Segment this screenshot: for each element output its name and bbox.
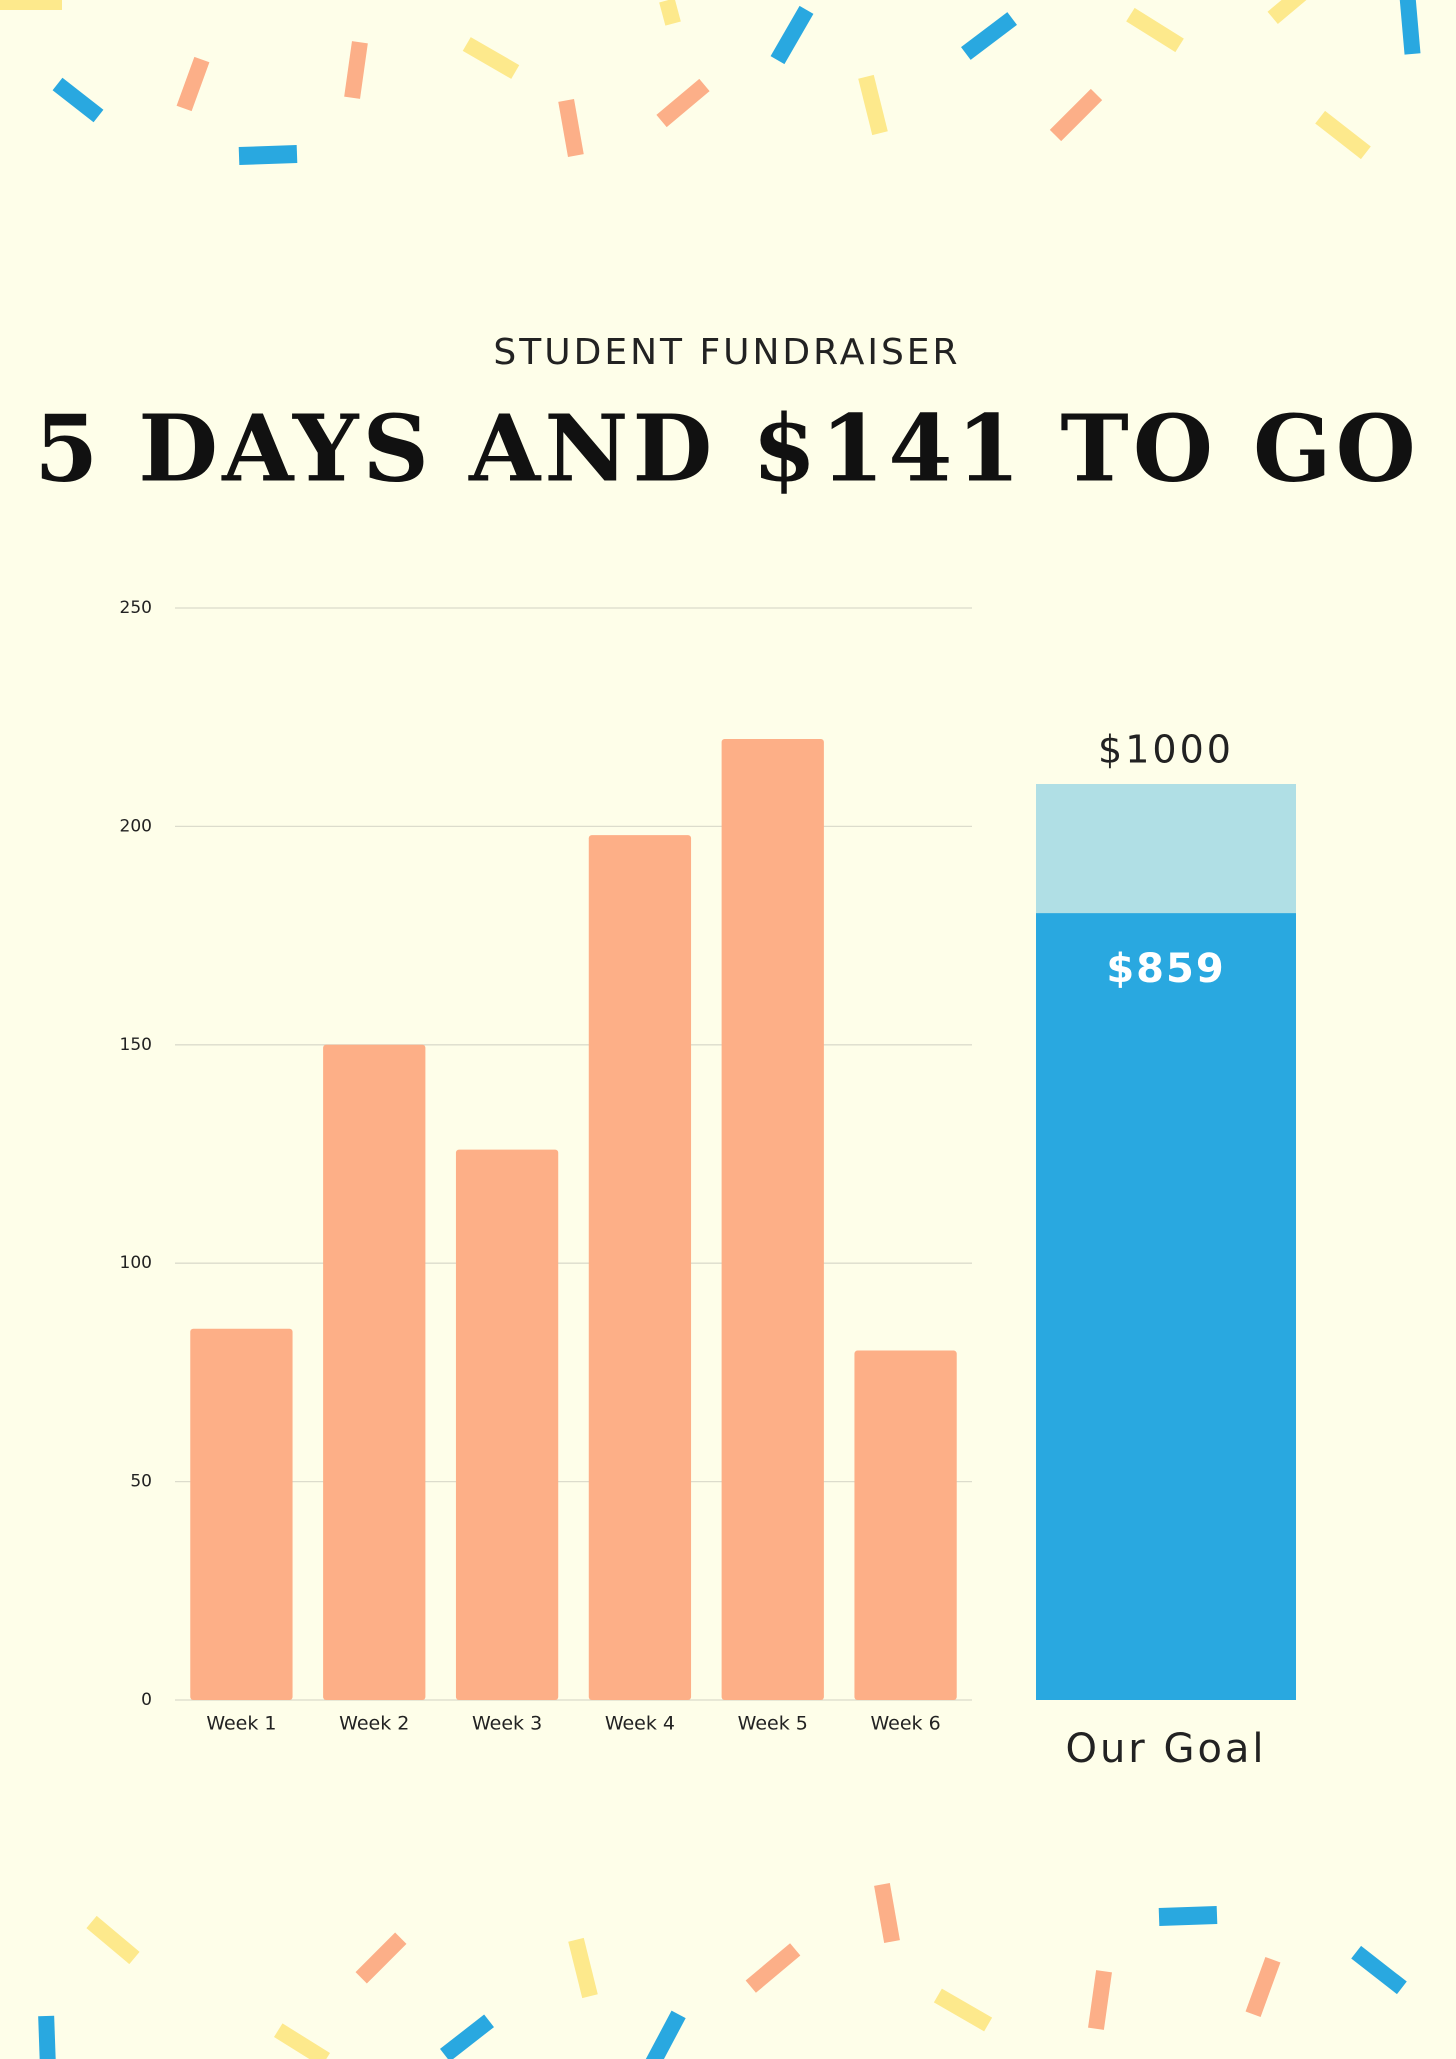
confetti — [1315, 110, 1371, 160]
subtitle: STUDENT FUNDRAISER — [493, 332, 960, 373]
x-tick-label: Week 3 — [472, 1713, 542, 1735]
confetti — [86, 1915, 140, 1965]
confetti — [462, 37, 520, 79]
bar — [190, 1328, 293, 1700]
confetti — [440, 2014, 494, 2059]
confetti — [1351, 1945, 1407, 1995]
goal-label: $1000 — [1098, 728, 1234, 772]
confetti-top — [0, 0, 1421, 166]
confetti — [0, 0, 62, 10]
confetti — [1245, 1957, 1281, 2017]
x-tick-label: Week 2 — [339, 1713, 409, 1735]
confetti — [659, 0, 681, 26]
raised-bar — [1036, 913, 1296, 1700]
confetti — [38, 2015, 56, 2059]
confetti — [344, 41, 368, 99]
confetti — [1267, 0, 1309, 24]
confetti — [874, 1883, 900, 1943]
y-tick-label: 200 — [120, 816, 152, 836]
bar — [721, 739, 824, 1700]
x-tick-label: Week 1 — [206, 1713, 276, 1735]
confetti — [238, 144, 298, 166]
x-tick-label: Week 4 — [605, 1713, 675, 1735]
raised-label: $859 — [1106, 946, 1225, 992]
bar — [854, 1350, 957, 1700]
bar — [455, 1149, 559, 1700]
confetti — [858, 74, 888, 136]
confetti — [1158, 1905, 1218, 1927]
category-label: Our Goal — [1065, 1726, 1266, 1772]
y-tick-label: 50 — [130, 1472, 152, 1492]
title: 5 DAYS AND $141 TO GO — [34, 395, 1419, 503]
confetti — [770, 5, 814, 65]
confetti — [961, 12, 1017, 60]
confetti — [933, 1988, 993, 2032]
x-tick-label: Week 5 — [738, 1713, 808, 1735]
confetti — [176, 56, 210, 112]
confetti — [1088, 1970, 1112, 2030]
confetti — [568, 1937, 598, 1999]
y-tick-label: 250 — [120, 598, 152, 618]
plot-area: 0 50 100 150 200 250 Week 1 Week 2 Week 3 Week 4 W… — [120, 598, 1296, 1772]
confetti — [1049, 88, 1103, 142]
confetti — [355, 1932, 407, 1984]
y-tick-label: 0 — [141, 1690, 152, 1710]
confetti — [656, 78, 710, 128]
y-tick-label: 100 — [120, 1253, 152, 1273]
confetti — [52, 77, 104, 123]
bar — [323, 1044, 426, 1700]
confetti-bottom — [38, 1883, 1407, 2059]
confetti — [644, 2010, 686, 2059]
confetti — [745, 1943, 801, 1993]
confetti — [558, 99, 584, 157]
confetti — [1126, 7, 1184, 53]
y-tick-label: 150 — [120, 1035, 152, 1055]
confetti — [274, 2023, 330, 2059]
x-tick-label: Week 6 — [870, 1713, 940, 1735]
confetti — [1399, 0, 1421, 55]
bar — [588, 835, 692, 1700]
